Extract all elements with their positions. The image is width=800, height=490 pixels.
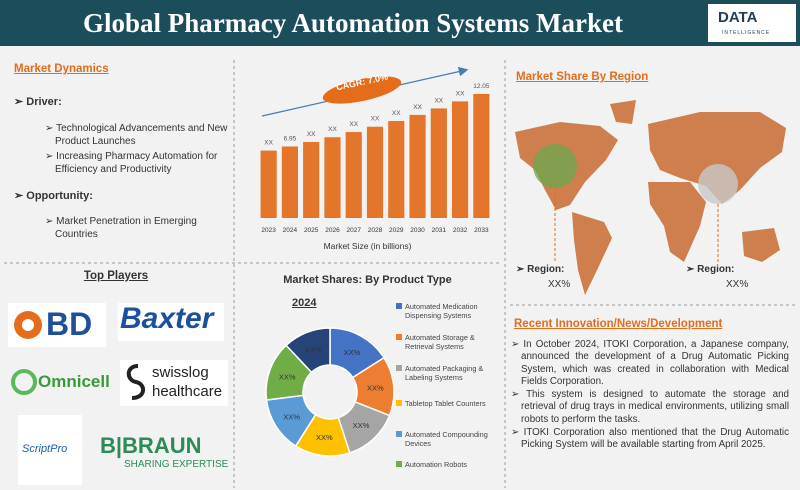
legend-label: Automated Storage & Retrieval Systems <box>405 333 475 351</box>
bar <box>366 126 384 218</box>
logo-swisslog: healthcare <box>152 383 223 400</box>
bar <box>409 114 426 218</box>
x-axis-label: Market Size (in billions) <box>323 241 412 251</box>
region-value: XX% <box>726 279 749 290</box>
x-tick-label: 2031 <box>432 227 447 234</box>
x-tick-label: 2023 <box>261 227 276 234</box>
bar <box>303 141 320 218</box>
logo-box <box>708 4 796 42</box>
legend-swatch <box>396 303 402 309</box>
world-map <box>515 100 786 295</box>
data-label: XX <box>434 97 443 104</box>
data-label: XX <box>328 126 337 133</box>
section-title: Top Players <box>83 270 149 282</box>
region-label: Region: <box>516 264 564 275</box>
data-label: XX% <box>316 433 333 442</box>
bar <box>260 150 277 218</box>
cagr-badge <box>322 76 402 104</box>
bar <box>281 146 298 218</box>
data-label: XX <box>392 110 401 117</box>
bar <box>430 108 447 218</box>
news-item: In October 2024, ITOKI Corporation, a Ja… <box>511 339 789 388</box>
data-label: XX <box>413 104 422 111</box>
data-label: 6.95 <box>284 135 297 142</box>
logo-text: DATA <box>718 9 758 26</box>
region-value: XX% <box>548 279 571 290</box>
x-tick-label: 2033 <box>474 227 489 234</box>
data-label: XX <box>264 140 273 147</box>
legend-label: Automated Compounding Devices <box>405 430 488 448</box>
data-label: XX <box>307 131 316 138</box>
data-label: XX <box>456 90 465 97</box>
legend-label: Automation Robots <box>405 460 468 469</box>
data-label: XX% <box>305 346 322 355</box>
data-label: XX% <box>279 373 296 382</box>
bar <box>473 94 490 218</box>
driver-item: Increasing Pharmacy Automation for Effic… <box>45 150 245 176</box>
data-label: XX <box>349 121 358 128</box>
bar <box>452 101 469 218</box>
news-list: In October 2024, ITOKI Corporation, a Ja… <box>511 339 789 453</box>
data-label: XX% <box>344 348 361 357</box>
section-title: Market Dynamics <box>14 63 109 75</box>
x-tick-label: 2024 <box>283 227 298 234</box>
x-tick-label: 2029 <box>389 227 404 234</box>
data-label: XX% <box>367 384 384 393</box>
legend-swatch <box>396 461 402 467</box>
driver-item: Technological Advancements and New Produ… <box>45 122 235 148</box>
driver-label: Driver: <box>14 95 61 108</box>
bar <box>324 137 341 218</box>
bar <box>345 132 362 218</box>
data-label: XX% <box>353 421 370 430</box>
chart-title: Market Shares: By Product Type <box>283 274 452 286</box>
x-tick-label: 2030 <box>410 227 425 234</box>
x-tick-label: 2032 <box>453 227 468 234</box>
x-tick-label: 2025 <box>304 227 319 234</box>
section-title: Recent Innovation/News/Development <box>514 318 723 330</box>
chart-subtitle: 2024 <box>292 297 317 309</box>
page-title: Global Pharmacy Automation Systems Marke… <box>83 8 623 38</box>
dividers <box>4 60 796 488</box>
logo-bd: BD <box>46 306 93 342</box>
x-tick-label: 2027 <box>346 227 361 234</box>
news-item: ITOKI Corporation also mentioned that th… <box>511 427 789 452</box>
logo-bbraun: B|BRAUN <box>100 433 202 458</box>
legend-swatch <box>396 365 402 371</box>
legend-label: Automated Packaging & Labeling Systems <box>405 364 484 382</box>
bar <box>388 120 405 218</box>
region-label: Region: <box>686 264 734 275</box>
logo-baxter: Baxter <box>120 302 214 335</box>
opportunity-label: Opportunity: <box>14 189 93 202</box>
header-bar <box>0 0 800 46</box>
x-tick-label: 2028 <box>368 227 383 234</box>
section-title: Market Share By Region <box>516 71 649 83</box>
region-leaders <box>554 188 719 262</box>
logos <box>8 303 228 485</box>
legend-swatch <box>396 400 402 406</box>
legend-label: Tabletop Tablet Counters <box>405 399 486 408</box>
region-highlight <box>698 164 738 204</box>
news-item: This system is designed to automate the … <box>511 389 789 426</box>
legend-label: Automated Medication Dispensing Systems <box>405 302 478 320</box>
logo-swisslog: swisslog <box>152 364 209 381</box>
logo-subtext: INTELLIGENCE <box>722 30 771 36</box>
logo-scriptpro: ScriptPro <box>22 443 68 455</box>
x-tick-label: 2026 <box>325 227 340 234</box>
legend-swatch <box>396 334 402 340</box>
data-label: XX% <box>283 412 300 421</box>
pie-slice <box>285 327 331 374</box>
data-label: XX <box>371 116 380 123</box>
data-label: 12.05 <box>473 83 490 90</box>
logo-omnicell: Omnicell <box>38 372 110 391</box>
opportunity-item: Market Penetration in Emerging Countries <box>45 215 225 241</box>
logo-bbraun-tagline: SHARING EXPERTISE <box>124 459 229 470</box>
region-highlight <box>533 144 577 188</box>
legend-swatch <box>396 431 402 437</box>
